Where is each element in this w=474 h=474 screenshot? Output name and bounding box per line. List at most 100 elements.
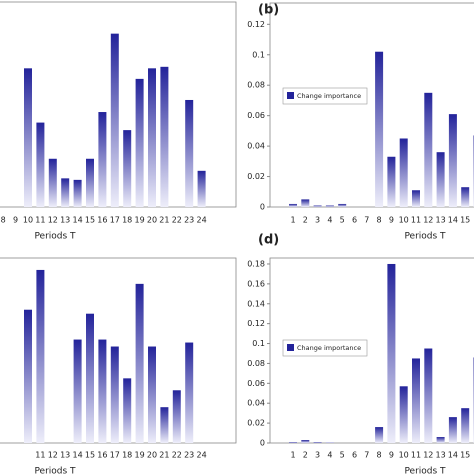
x-tick-label: 11 <box>35 216 45 225</box>
x-tick-label: 19 <box>135 216 145 225</box>
x-tick-label: 10 <box>399 451 409 460</box>
x-tick-label: 7 <box>364 216 369 225</box>
x-tick-label: 8 <box>377 451 382 460</box>
x-tick-label: 5 <box>340 451 345 460</box>
x-tick-label: 6 <box>352 451 357 460</box>
bar <box>86 313 94 443</box>
y-tick-label: 0.02 <box>247 172 265 181</box>
x-tick-label: 3 <box>315 451 320 460</box>
x-tick-label: 8 <box>377 216 382 225</box>
x-tick-label: 3 <box>315 216 320 225</box>
x-tick-label: 22 <box>172 451 182 460</box>
bar <box>148 346 156 443</box>
legend-box <box>282 87 368 105</box>
panel-title: (b) <box>258 3 279 18</box>
y-tick-label: 0.18 <box>247 259 265 268</box>
x-tick-label: 1 <box>290 216 295 225</box>
bar <box>387 263 396 443</box>
bar <box>399 386 408 443</box>
x-tick-label: 20 <box>147 216 157 225</box>
bar <box>73 339 82 443</box>
bar <box>160 407 169 443</box>
bar <box>172 390 181 443</box>
bar <box>424 92 433 207</box>
bar <box>24 68 32 207</box>
bar <box>135 283 144 443</box>
x-tick-label: 16 <box>97 451 107 460</box>
x-tick-label: 13 <box>60 451 70 460</box>
bar <box>289 442 297 443</box>
bar <box>123 130 132 207</box>
bar <box>448 114 457 207</box>
y-tick-label: 0.08 <box>247 81 265 90</box>
bar <box>24 309 32 443</box>
bar <box>36 269 45 443</box>
x-tick-label: 10 <box>23 216 33 225</box>
bar <box>313 205 322 207</box>
x-axis-label: Periods T <box>404 467 446 474</box>
y-tick-label: 0.08 <box>247 359 265 368</box>
x-tick-label: 13 <box>436 216 446 225</box>
bar <box>412 358 420 443</box>
y-tick-label: 0.1 <box>252 50 265 59</box>
bar <box>375 427 384 443</box>
x-tick-label: 7 <box>364 451 369 460</box>
bar <box>185 99 194 207</box>
x-tick-label: 9 <box>13 216 18 225</box>
x-tick-label: 6 <box>352 216 357 225</box>
bar <box>73 179 82 207</box>
y-tick-label: 0.04 <box>247 142 265 151</box>
x-tick-label: 24 <box>197 451 207 460</box>
x-tick-label: 5 <box>340 216 345 225</box>
x-tick-label: 1 <box>290 451 295 460</box>
bar <box>313 442 322 443</box>
x-tick-label: 15 <box>460 451 470 460</box>
bar <box>436 437 445 443</box>
panel-title: (d) <box>258 233 279 248</box>
y-tick-label: 0.12 <box>247 319 265 328</box>
y-tick-label: 0 <box>260 203 265 212</box>
x-tick-label: 13 <box>436 451 446 460</box>
x-tick-label: 14 <box>448 216 458 225</box>
x-tick-label: 9 <box>389 216 394 225</box>
bar <box>325 205 334 207</box>
x-tick-label: 21 <box>159 451 169 460</box>
x-tick-label: 20 <box>147 451 157 460</box>
bar <box>135 78 144 207</box>
x-tick-label: 18 <box>122 216 132 225</box>
x-tick-label: 4 <box>327 216 332 225</box>
bar <box>399 138 408 207</box>
bar <box>36 122 45 207</box>
x-tick-label: 14 <box>448 451 458 460</box>
bar <box>148 68 156 207</box>
y-tick-label: 0.1 <box>252 339 265 348</box>
x-tick-label: 14 <box>73 451 83 460</box>
y-tick-label: 0.02 <box>247 419 265 428</box>
y-tick-label: 0.06 <box>247 379 265 388</box>
x-tick-label: 15 <box>460 216 470 225</box>
bar <box>160 66 169 207</box>
x-tick-label: 11 <box>411 451 421 460</box>
y-tick-label: 0.06 <box>247 111 265 120</box>
bar <box>98 112 107 207</box>
plot-frame <box>269 257 474 444</box>
x-tick-label: 12 <box>48 216 58 225</box>
y-tick-label: 0.14 <box>247 299 265 308</box>
bar <box>110 346 119 443</box>
x-tick-label: 17 <box>110 216 120 225</box>
x-tick-label: 17 <box>110 451 120 460</box>
bar <box>448 417 457 443</box>
x-tick-label: 23 <box>184 451 194 460</box>
x-axis-label: Periods T <box>34 232 76 242</box>
legend-label: Change importance <box>297 92 361 100</box>
legend-label: Change importance <box>297 344 361 352</box>
x-tick-label: 2 <box>303 451 308 460</box>
x-tick-label: 16 <box>97 216 107 225</box>
bar <box>436 152 445 207</box>
bar <box>301 440 310 443</box>
bar <box>86 158 94 207</box>
legend-swatch <box>287 92 294 99</box>
bar <box>48 158 57 207</box>
x-tick-label: 13 <box>60 216 70 225</box>
x-axis-label: Periods T <box>34 467 76 474</box>
